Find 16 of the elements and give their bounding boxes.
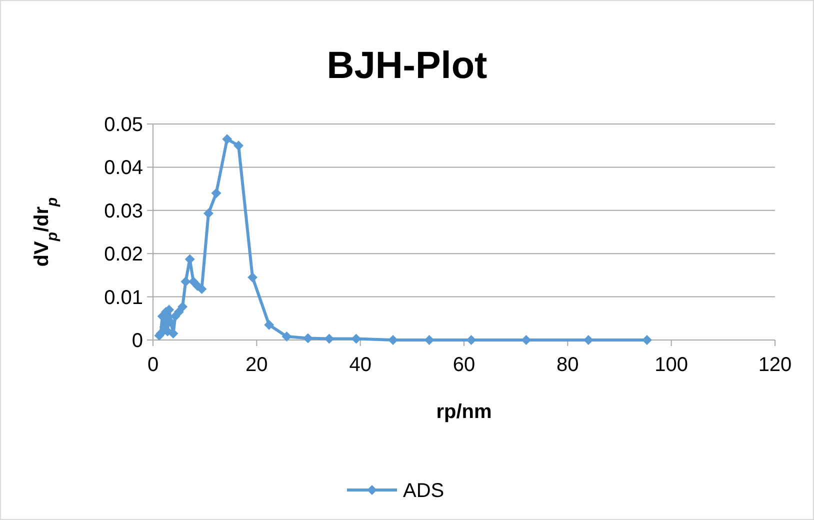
x-tick-label: 100 xyxy=(654,354,688,376)
y-tick-label: 0.04 xyxy=(104,157,143,180)
x-tick-label: 120 xyxy=(758,354,792,376)
chart-title: BJH-Plot xyxy=(326,45,488,87)
y-tick-label: 0 xyxy=(132,330,143,352)
x-tick-label: 20 xyxy=(246,354,268,376)
x-tick-label: 80 xyxy=(556,354,579,376)
x-tick-label: 0 xyxy=(147,354,159,376)
x-tick-label: 40 xyxy=(349,354,372,376)
y-tick-label: 0.03 xyxy=(104,200,143,222)
x-tick-label: 60 xyxy=(452,354,476,376)
x-axis-title: rp/nm xyxy=(436,401,492,423)
y-tick-label: 0.01 xyxy=(104,286,143,309)
y-tick-label: 0.05 xyxy=(104,114,143,136)
legend-label: ADS xyxy=(403,480,444,502)
y-tick-label: 0.02 xyxy=(104,244,143,266)
